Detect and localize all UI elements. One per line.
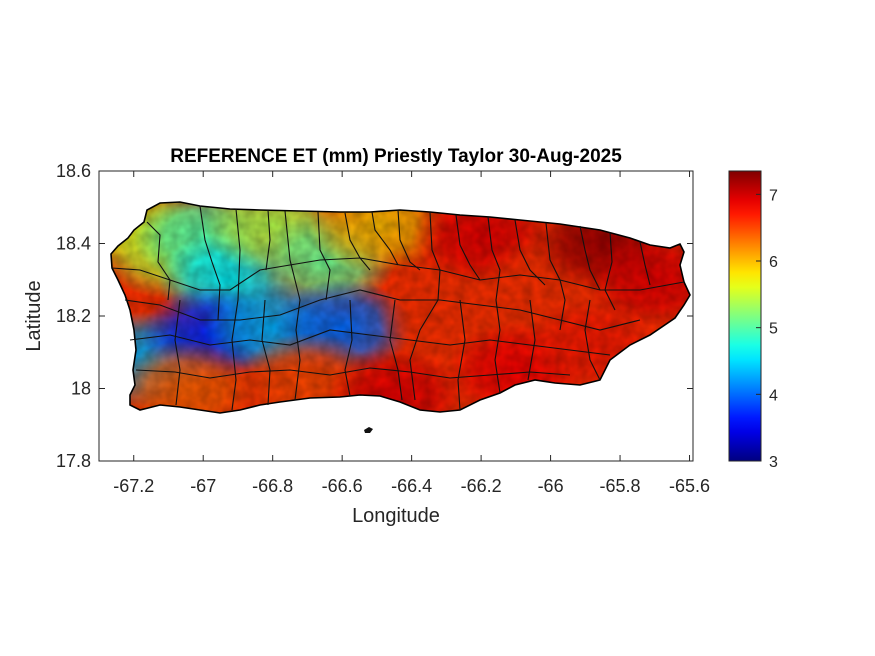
municipality-line bbox=[344, 299, 353, 397]
municipality-line bbox=[146, 221, 171, 301]
municipality-line bbox=[639, 241, 651, 286]
municipality-line bbox=[261, 299, 271, 406]
municipality-line bbox=[174, 299, 181, 406]
colorbar-tick-label: 7 bbox=[769, 187, 778, 204]
y-tick-label: 18.4 bbox=[56, 234, 91, 254]
x-axis: -67.2 -67 -66.8 -66.6 -66.4 -66.2 -66 -65.8 -65.… bbox=[113, 171, 710, 496]
x-tick-label: -66.2 bbox=[461, 476, 502, 496]
municipality-line bbox=[265, 209, 271, 271]
colorbar-tick-label: 5 bbox=[769, 321, 778, 338]
colorbar-tick-label: 6 bbox=[769, 254, 778, 271]
x-tick-label: -66.6 bbox=[322, 476, 363, 496]
municipality-line bbox=[124, 289, 641, 331]
municipality-line bbox=[111, 257, 685, 291]
colorbar-tick-label: 3 bbox=[769, 454, 778, 471]
y-tick-label: 18 bbox=[71, 379, 91, 399]
municipality-line bbox=[455, 214, 481, 281]
y-tick-label: 18.6 bbox=[56, 161, 91, 181]
x-tick-label: -65.6 bbox=[669, 476, 710, 496]
island-outline bbox=[110, 201, 691, 414]
x-axis-label: Longitude bbox=[352, 505, 440, 527]
y-tick-label: 17.8 bbox=[56, 451, 91, 471]
municipality-line bbox=[284, 210, 301, 401]
y-tick-label: 18.2 bbox=[56, 306, 91, 326]
municipality-line bbox=[129, 329, 611, 356]
municipality-line bbox=[135, 367, 571, 379]
x-tick-label: -66.8 bbox=[252, 476, 293, 496]
y-axis: 17.8 18 18.2 18.4 18.6 bbox=[56, 161, 693, 471]
municipality-line bbox=[389, 299, 403, 401]
cayo-outline bbox=[364, 427, 373, 433]
colorbar-tick-label: 4 bbox=[769, 387, 778, 404]
x-tick-label: -65.8 bbox=[600, 476, 641, 496]
y-axis-label: Latitude bbox=[23, 280, 45, 351]
colorbar-ticks: 3 4 5 6 7 bbox=[756, 187, 778, 471]
municipality-line bbox=[579, 225, 601, 291]
municipality-line bbox=[199, 205, 221, 321]
municipality-line bbox=[604, 231, 616, 311]
municipality-line bbox=[584, 299, 601, 381]
colorbar bbox=[728, 170, 762, 462]
municipality-boundaries bbox=[111, 205, 685, 411]
chart-title: REFERENCE ET (mm) Priestly Taylor 30-Aug… bbox=[170, 146, 622, 167]
municipality-line bbox=[487, 216, 501, 394]
municipality-line bbox=[397, 209, 421, 271]
municipality-line bbox=[371, 211, 399, 266]
x-tick-label: -66.4 bbox=[391, 476, 432, 496]
municipality-line bbox=[344, 212, 371, 271]
x-tick-label: -66 bbox=[538, 476, 564, 496]
x-tick-label: -67 bbox=[190, 476, 216, 496]
x-tick-label: -67.2 bbox=[113, 476, 154, 496]
municipality-line bbox=[457, 299, 466, 411]
municipality-line bbox=[527, 299, 536, 381]
